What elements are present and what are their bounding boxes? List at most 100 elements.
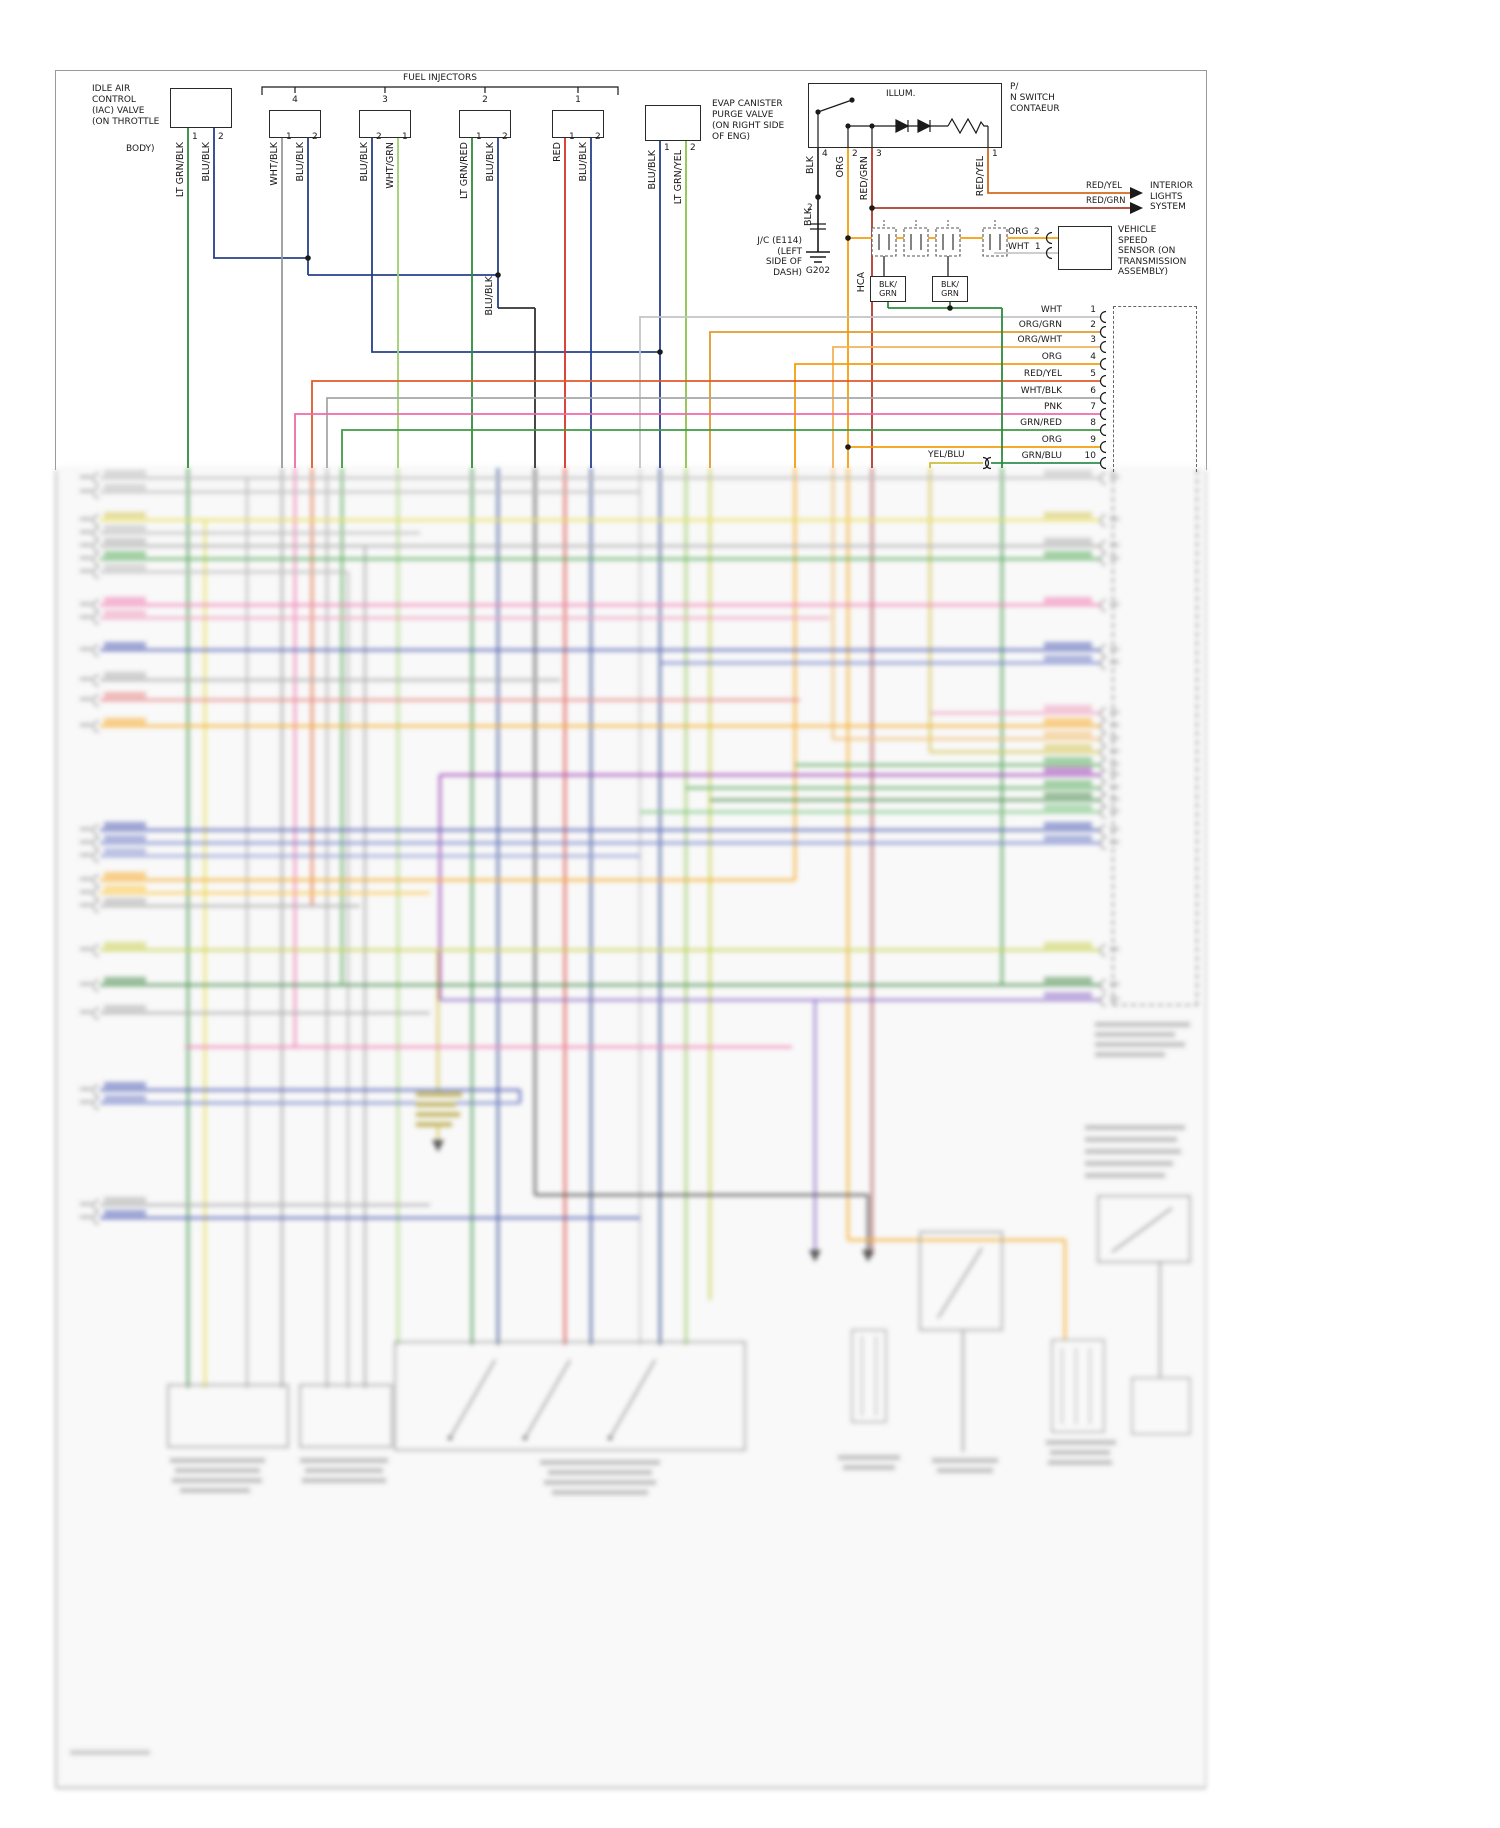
yel-blu-wire-label: YEL/BLU xyxy=(928,450,965,460)
inj3-pin2-number: 1 xyxy=(402,132,408,142)
blk-grn-connector-1: BLK/ GRN xyxy=(870,276,906,302)
injector-3-number: 3 xyxy=(382,95,388,105)
red-yel-wire-label: RED/YEL xyxy=(1086,181,1122,191)
ecm-row-label-8: GRN/RED xyxy=(1020,418,1062,428)
ecm-row-num-8: 8 xyxy=(1090,418,1096,428)
inj2-pin2-wire-label: BLU/BLK xyxy=(485,142,496,182)
evap-purge-valve-box xyxy=(645,105,701,141)
pn-pin-redyel-label: RED/YEL xyxy=(975,156,986,197)
junction-dots xyxy=(305,97,953,450)
ecm-row-label-10: GRN/BLU xyxy=(1021,451,1062,461)
red-grn-wire-label: RED/GRN xyxy=(1086,196,1126,206)
blur-vertical-wires xyxy=(186,468,1162,1452)
vss-org-wire-label: ORG 2 xyxy=(1008,227,1040,237)
ecm-row-num-7: 7 xyxy=(1090,402,1096,412)
inj4-pin2-wire-label: BLU/BLK xyxy=(295,142,306,182)
vss-title-line: TRANSMISSION xyxy=(1118,256,1187,267)
evap-title-line: EVAP CANISTER xyxy=(712,99,783,109)
inj3-pin1-wire-label: BLU/BLK xyxy=(359,142,370,182)
diagram-border xyxy=(55,70,1207,470)
blur-right-pin-tags xyxy=(1044,470,1119,1007)
vss-title-line: VEHICLE xyxy=(1118,225,1157,235)
interior-title-line: LIGHTS xyxy=(1150,191,1183,202)
iac-title-line: (IAC) VALVE xyxy=(92,106,145,116)
evap-title-line: OF ENG) xyxy=(712,132,751,142)
iac-title-line: IDLE AIR xyxy=(92,84,131,94)
jc-wire-number: 2 xyxy=(807,203,813,213)
inj4-pin1-wire-label: WHT/BLK xyxy=(269,142,280,186)
ecm-row-num-10: 10 xyxy=(1084,451,1096,461)
iac-pin2-wire-label: BLU/BLK xyxy=(201,142,212,182)
ecm-row-label-2: ORG/GRN xyxy=(1018,320,1062,330)
injector-1-number: 1 xyxy=(575,95,581,105)
vehicle-speed-sensor-box xyxy=(1058,226,1112,270)
inj1-pin2-wire-label: BLU/BLK xyxy=(578,142,589,182)
jc-title-line: J/C (E114) xyxy=(757,236,802,246)
fuel-injector-3-box xyxy=(359,110,411,138)
ecm-row-num-1: 1 xyxy=(1090,305,1096,315)
blk-grn-label-line1: BLK/ xyxy=(941,280,959,289)
blu-blk-bus-label: BLU/BLK xyxy=(484,276,495,316)
fuel-injector-1-box xyxy=(552,110,604,138)
inj3-pin1-number: 2 xyxy=(376,132,382,142)
wire-wht-vss xyxy=(994,252,1058,254)
illum-label: ILLUM. xyxy=(886,89,916,99)
ecm-row-label-6: WHT/BLK xyxy=(1020,386,1062,396)
pn-title-line: N SWITCH xyxy=(1010,93,1055,103)
inj4-pin1-number: 1 xyxy=(286,132,292,142)
injector-2-number: 2 xyxy=(482,95,488,105)
ecm-row-label-4: ORG xyxy=(1041,352,1062,362)
ecm-dashed-box xyxy=(1113,306,1197,472)
inj1-pin1-wire-label: RED xyxy=(552,142,563,162)
hca-label: HCA xyxy=(856,272,867,293)
blur-horizontal-wires xyxy=(100,476,1100,1242)
pn-switch-title: P/ N SWITCH CONTAEUR xyxy=(1010,82,1060,115)
ecm-row-num-5: 5 xyxy=(1090,369,1096,379)
ecm-row-label-3: ORG/WHT xyxy=(1017,335,1062,345)
fuel-injector-4-box xyxy=(269,110,321,138)
jc-title-line: SIDE OF xyxy=(765,257,802,267)
iac-title-body: BODY) xyxy=(126,144,155,154)
inj2-pin1-wire-label: LT GRN/RED xyxy=(459,142,470,199)
blur-components xyxy=(167,1195,1191,1451)
evap-title-line: PURGE VALVE xyxy=(712,110,774,120)
inj1-pin1-number: 1 xyxy=(569,132,575,142)
ground-g202-label: G202 xyxy=(805,266,831,276)
jc-title-line: (LEFT xyxy=(777,246,802,257)
pn-pin-redgrn-number: 3 xyxy=(876,149,882,159)
blk-grn-label-line2: GRN xyxy=(941,289,959,298)
blur-left-pin-tags xyxy=(80,470,146,1225)
blur-text-blocks xyxy=(170,1022,1190,1495)
arrow-right-icons xyxy=(1130,187,1143,214)
vss-wht-wire-label: WHT 1 xyxy=(1008,242,1041,252)
pn-switch-box xyxy=(808,83,1002,148)
inj2-pin1-number: 1 xyxy=(476,132,482,142)
pn-pin-org-label: ORG xyxy=(835,156,846,178)
ecm-row-num-9: 9 xyxy=(1090,435,1096,445)
pn-pin-org-number: 2 xyxy=(852,149,858,159)
ecm-row-label-1: WHT xyxy=(1040,305,1062,315)
fuel-injectors-title: FUEL INJECTORS xyxy=(403,73,477,83)
ecm-row-num-6: 6 xyxy=(1090,386,1096,396)
fuel-injector-2-box xyxy=(459,110,511,138)
ecm-row-label-9: ORG xyxy=(1041,435,1062,445)
iac-title: IDLE AIR CONTROL (IAC) VALVE (ON THROTTL… xyxy=(92,84,159,128)
pn-pin-blk-label: BLK xyxy=(805,156,816,175)
evap-pin1-wire-label: BLU/BLK xyxy=(647,150,658,190)
iac-pin1-wire-label: LT GRN/BLK xyxy=(175,142,186,198)
ecm-row-num-2: 2 xyxy=(1090,320,1096,330)
interior-title-line: SYSTEM xyxy=(1150,202,1186,212)
evap-title: EVAP CANISTER PURGE VALVE (ON RIGHT SIDE… xyxy=(712,99,784,143)
pn-pin-redyel-number: 1 xyxy=(992,149,998,159)
pn-title-line: P/ xyxy=(1010,82,1019,92)
injector-4-number: 4 xyxy=(292,95,298,105)
iac-title-line: (ON THROTTLE xyxy=(92,117,160,127)
pn-pin-redgrn-label: RED/GRN xyxy=(859,156,870,201)
pn-pin-blk-number: 4 xyxy=(822,149,828,159)
jc-title-line: DASH) xyxy=(773,267,802,278)
inj1-pin2-number: 2 xyxy=(595,132,601,142)
jc-title: J/C (E114) (LEFT SIDE OF DASH) xyxy=(744,236,802,278)
